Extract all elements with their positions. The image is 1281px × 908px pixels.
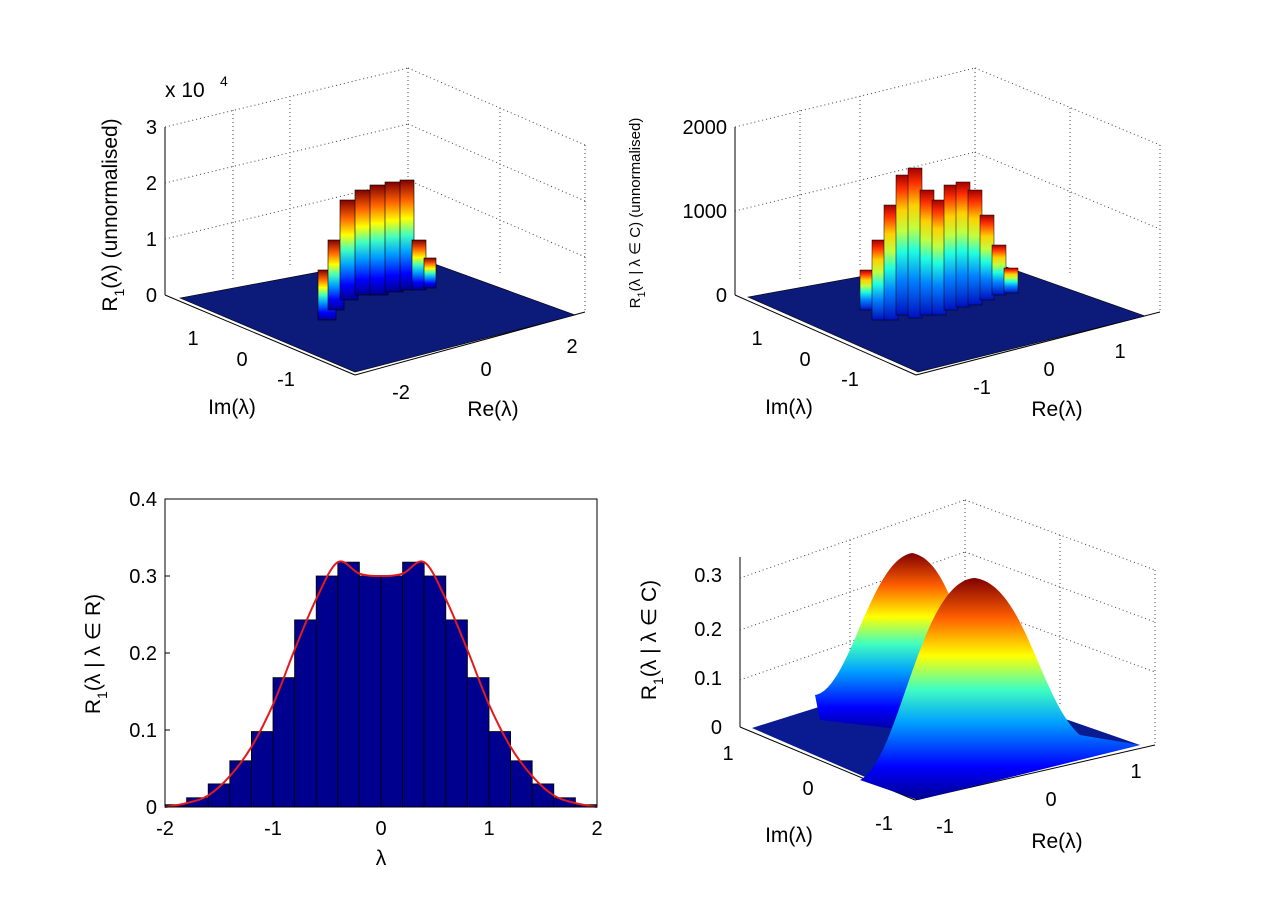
ylabel-main: R <box>82 699 105 714</box>
ytick-label: 1 <box>187 328 198 350</box>
xticks-tr: -1 0 1 <box>973 341 1125 399</box>
xtick-label: 0 <box>1045 789 1056 811</box>
xtick-label: -1 <box>936 816 954 838</box>
ytick-label: 0.1 <box>129 720 157 742</box>
zlabel-main: R <box>638 685 661 700</box>
ylabel-rest: (λ | λ ∈ R) <box>82 594 105 691</box>
histogram-bar <box>380 575 404 808</box>
exponent-tl: x 10 4 <box>165 73 228 102</box>
exponent-power: 4 <box>220 73 228 89</box>
surface-peak-front <box>860 578 1140 800</box>
histogram-bars-tr <box>859 167 1019 321</box>
ylabel-bl: R1(λ | λ ∈ R) <box>82 594 110 714</box>
xlabel-br: Re(λ) <box>1031 830 1082 853</box>
ylabel-tl: Im(λ) <box>208 396 256 419</box>
ytick-label: -1 <box>277 369 295 391</box>
xlabel-tl: Re(λ) <box>467 398 518 421</box>
xtick-label: 0 <box>480 359 491 381</box>
xtick-label: -2 <box>392 382 410 404</box>
xtick-label: -2 <box>156 818 174 840</box>
ztick-label: 0 <box>711 717 722 739</box>
xlabel-tr: Re(λ) <box>1031 398 1082 421</box>
panel-top-right: 2000 1000 0 1 0 -1 -1 0 1 Im(λ) Re(λ) R1… <box>627 67 1161 421</box>
ytick-label: 1 <box>751 328 762 350</box>
ytick-label: 0.3 <box>129 566 157 588</box>
panel-bottom-left: -2 -1 0 1 2 00.10.20.30.4 λ R1(λ | λ ∈ R) <box>82 489 603 870</box>
ztick-label: 0.2 <box>694 619 722 641</box>
zlabel-sub: 1 <box>650 677 666 685</box>
histogram-bar <box>358 575 382 808</box>
yticks-tl: 1 0 -1 <box>187 328 294 391</box>
zlabel-sub: 1 <box>111 289 127 297</box>
xtick-label: 0 <box>375 818 386 840</box>
histogram-bars-bl <box>164 561 598 808</box>
ztick-label: 0.3 <box>694 565 722 587</box>
histogram-bar <box>229 760 252 808</box>
ytick-label: 0 <box>146 797 157 819</box>
histogram-bars-tl <box>317 179 437 321</box>
panel-top-left: 3 2 1 0 x 10 4 1 0 -1 -2 0 2 Im(λ) Re(λ)… <box>99 67 586 421</box>
xticks-br: -1 0 1 <box>936 761 1141 838</box>
ytick-label: -1 <box>841 369 859 391</box>
xtick-label: -1 <box>264 818 282 840</box>
zlabel-tl: R1(λ) (unnormalised) <box>99 118 127 311</box>
histogram-bar <box>402 561 425 808</box>
xticks-bl: -2 -1 0 1 2 <box>156 802 603 840</box>
zticks-br: 0.3 0.2 0.1 0 <box>694 565 722 739</box>
zlabel-main: R <box>99 297 122 312</box>
yticks-bl: 0 0.1 0.2 0.3 0.4 <box>129 489 170 819</box>
xtick-label: 2 <box>566 336 577 358</box>
ylabel-sub: 1 <box>94 691 110 699</box>
exponent-label: x 10 <box>165 79 205 102</box>
yticks-br: 1 0 -1 <box>722 743 892 835</box>
xtick-label: 1 <box>1114 341 1125 363</box>
zticks-tr: 2000 1000 0 <box>683 117 728 307</box>
xtick-label: -1 <box>973 377 991 399</box>
histogram-bar <box>510 760 533 808</box>
xtick-label: 2 <box>591 818 602 840</box>
zlabel-rest: (λ | λ ∈ C) (unnormalised) <box>627 118 644 292</box>
xtick-label: 1 <box>483 818 494 840</box>
zlabel-main: R <box>627 297 644 308</box>
histogram-bar <box>294 619 317 808</box>
grid-tr <box>734 67 1161 312</box>
density-curve <box>164 560 598 808</box>
panel-bottom-right: 0.3 0.2 0.1 0 1 0 -1 -1 0 1 Im(λ) Re(λ) … <box>638 499 1156 853</box>
axis-im-tl <box>164 294 356 376</box>
zlabel-tr: R1(λ | λ ∈ C) (unnormalised) <box>627 118 648 309</box>
zlabel-br: R1(λ | λ ∈ C) <box>638 580 666 700</box>
zticks-tl: 3 2 1 0 <box>146 117 157 307</box>
zlabel-rest: (λ) (unnormalised) <box>99 118 122 288</box>
xticks-tl: -2 0 2 <box>392 336 577 404</box>
zlabel-rest: (λ | λ ∈ C) <box>638 580 661 677</box>
ytick-label: 1 <box>722 743 733 765</box>
xtick-label: 0 <box>1043 359 1054 381</box>
ztick-label: 2 <box>146 173 157 195</box>
zlabel-sub: 1 <box>636 291 648 297</box>
yticks-tr: 1 0 -1 <box>751 328 858 391</box>
ztick-label: 0.1 <box>694 668 722 690</box>
ztick-label: 3 <box>146 117 157 139</box>
ztick-label: 1000 <box>683 201 728 223</box>
ytick-label: 0 <box>799 349 810 371</box>
xtick-label: 1 <box>1130 761 1141 783</box>
xlabel-bl: λ <box>376 847 387 870</box>
ztick-label: 1 <box>146 229 157 251</box>
ytick-label: 0 <box>236 349 247 371</box>
ztick-label: 2000 <box>683 117 728 139</box>
ztick-label: 0 <box>146 285 157 307</box>
histogram-bar <box>315 575 339 808</box>
histogram-bar <box>445 619 468 808</box>
histogram-bar <box>337 561 360 808</box>
ytick-label: -1 <box>875 813 893 835</box>
histogram-bar <box>423 575 447 808</box>
ytick-label: 0 <box>802 778 813 800</box>
ytick-label: 0.2 <box>129 643 157 665</box>
ylabel-tr: Im(λ) <box>765 396 813 419</box>
ytick-label: 0.4 <box>129 489 157 511</box>
ylabel-br: Im(λ) <box>765 824 813 847</box>
ztick-label: 0 <box>716 285 727 307</box>
